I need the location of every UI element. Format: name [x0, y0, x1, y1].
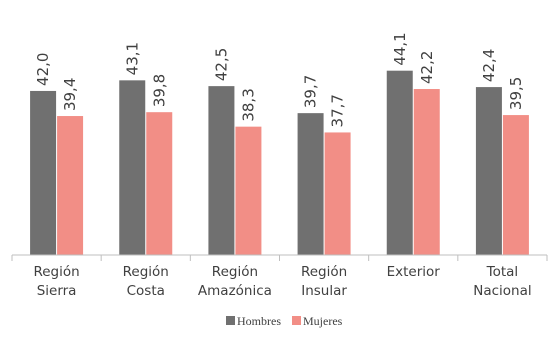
category-label: Exterior: [387, 264, 441, 280]
data-label: 39,8: [150, 74, 168, 107]
data-label: 39,4: [61, 78, 79, 111]
data-label: 42,2: [418, 51, 436, 84]
bar-mujeres: [57, 116, 84, 255]
legend-swatch-mujeres: [292, 316, 301, 325]
category-label: Región Insular: [301, 264, 347, 299]
bars-layer: 42,0 39,4 43,1 39,8 42,5 38,3 39,7 37,7 44,1 42,2…: [30, 32, 529, 256]
legend-label-hombres: Hombres: [237, 314, 281, 328]
data-label: 42,0: [34, 53, 52, 86]
bar-hombres: [386, 70, 413, 255]
data-label: 39,7: [302, 75, 320, 108]
bar-mujeres: [413, 89, 440, 256]
category-label: Total Nacional: [473, 264, 531, 299]
bar-hombres: [30, 90, 57, 255]
legend-swatch-hombres: [226, 316, 235, 325]
data-label: 39,5: [507, 77, 525, 110]
x-axis-ticks: [11, 255, 548, 261]
data-label: 37,7: [329, 94, 347, 127]
data-label: 42,4: [480, 49, 498, 82]
category-label: Región Costa: [123, 264, 169, 299]
bar-mujeres: [146, 112, 173, 256]
data-label: 43,1: [123, 42, 141, 75]
category-label: Región Amazónica: [198, 264, 272, 299]
bar-mujeres: [324, 132, 351, 255]
bar-hombres: [475, 87, 502, 255]
data-label: 42,5: [212, 48, 230, 81]
data-label: 44,1: [391, 32, 409, 65]
legend-label-mujeres: Mujeres: [303, 314, 343, 328]
bar-mujeres: [235, 126, 262, 255]
bar-hombres: [119, 80, 146, 256]
category-label: Región Sierra: [33, 264, 79, 299]
data-label: 38,3: [239, 88, 257, 121]
bar-hombres: [208, 86, 235, 255]
legend: Hombres Mujeres: [226, 314, 343, 328]
bar-hombres: [297, 113, 324, 256]
bar-mujeres: [502, 115, 529, 255]
category-labels: Región Sierra Región Costa Región Amazónica Re…: [33, 264, 531, 299]
